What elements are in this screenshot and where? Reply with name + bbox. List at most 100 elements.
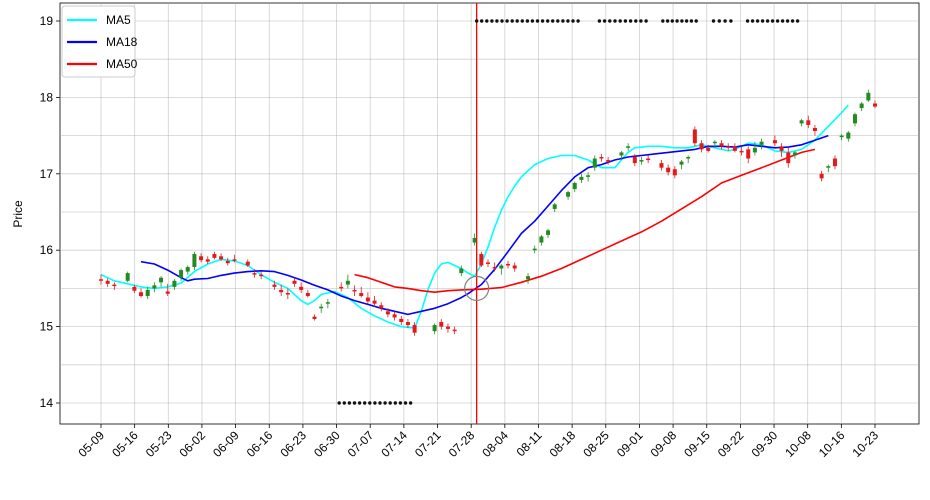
candle: [839, 134, 844, 141]
x-tick-label: 06-30: [311, 428, 343, 460]
candle-body: [345, 280, 350, 285]
candle-body: [259, 274, 264, 277]
candle-body: [712, 141, 717, 144]
candle-body: [772, 140, 777, 144]
signal-dot-top: [490, 19, 494, 23]
candle-body: [539, 236, 544, 243]
candle-body: [279, 289, 284, 293]
signal-dot-top: [785, 19, 790, 23]
candle: [579, 173, 584, 183]
legend-label-ma18: MA18: [106, 35, 138, 49]
candle: [779, 143, 784, 157]
signal-dot-top: [530, 19, 535, 23]
candle-body: [546, 230, 551, 235]
signal-dot-bottom: [378, 401, 382, 405]
signal-dot-top: [770, 19, 775, 23]
signal-dot-top: [634, 19, 638, 23]
candle-body: [252, 273, 257, 275]
candle: [359, 286, 364, 298]
candle: [812, 124, 817, 136]
x-tick-label: 08-04: [479, 428, 511, 460]
candle: [159, 276, 164, 287]
candle-body: [579, 176, 584, 180]
signal-dot-top: [618, 19, 622, 23]
candle-body: [526, 276, 531, 280]
candle-body: [159, 277, 164, 283]
candle-body: [439, 322, 444, 327]
signal-annotations: [337, 3, 800, 424]
x-tick-label: 08-25: [580, 428, 612, 460]
signal-dot-top: [613, 19, 617, 23]
candle: [819, 170, 824, 182]
candle-body: [292, 280, 297, 284]
x-tick-label: 09-01: [614, 428, 646, 460]
signal-dot-bottom: [363, 401, 367, 405]
candle: [459, 265, 464, 277]
candle-body: [859, 103, 864, 109]
candle: [405, 318, 410, 329]
candle: [646, 155, 651, 164]
signal-dot-top: [608, 19, 612, 23]
x-tick-label: 06-23: [277, 428, 309, 460]
candle-body: [826, 166, 831, 168]
candle: [259, 271, 264, 280]
candle: [512, 262, 517, 272]
candle-body: [752, 147, 757, 153]
candle-body: [339, 286, 344, 289]
candle: [866, 89, 871, 102]
candle-body: [452, 329, 457, 332]
series-line-ma50: [354, 148, 816, 293]
x-tick-label: 09-22: [715, 428, 747, 460]
candle-body: [432, 325, 437, 332]
signal-dot-top: [711, 19, 716, 23]
candle: [619, 150, 624, 161]
legend-label-ma5: MA5: [106, 13, 131, 27]
x-tick-label: 06-16: [244, 428, 276, 460]
candle-body: [172, 280, 177, 287]
candle-body: [385, 311, 390, 315]
candle: [506, 260, 511, 269]
x-tick-label: 06-02: [176, 428, 208, 460]
signal-dot-top: [639, 19, 643, 23]
candle: [632, 153, 637, 167]
signal-dot-bottom: [383, 401, 387, 405]
candle-body: [852, 114, 857, 124]
candle-body: [199, 256, 204, 261]
candle: [439, 318, 444, 330]
signal-dot-bottom: [352, 401, 357, 405]
candle-body: [746, 149, 751, 159]
candle-body: [832, 158, 837, 167]
candle: [626, 143, 631, 151]
candle-body: [99, 279, 103, 281]
signal-dot-top: [566, 19, 570, 23]
candle-body: [799, 120, 804, 124]
candle: [799, 118, 804, 127]
candle-body: [312, 316, 317, 319]
candle: [679, 160, 684, 170]
signal-dot-bottom: [368, 401, 372, 405]
y-tick-label: 18: [40, 90, 54, 104]
candle: [125, 271, 130, 283]
y-tick-label: 19: [40, 14, 54, 28]
candle: [859, 101, 864, 112]
candle: [873, 100, 877, 109]
signal-dot-bottom: [373, 401, 377, 405]
candle: [172, 279, 177, 290]
candle: [319, 303, 324, 313]
signal-dot-top: [510, 19, 514, 23]
candle: [339, 282, 344, 292]
y-tick-label: 15: [40, 320, 54, 334]
candle: [592, 155, 597, 171]
candle: [272, 280, 277, 290]
y-axis: 14 15 16 17 18 19: [40, 14, 60, 410]
x-tick-label: 05-09: [76, 428, 108, 460]
candle: [285, 288, 290, 300]
candle: [212, 251, 217, 260]
signal-dot-top: [670, 19, 674, 23]
signal-dot-top: [475, 19, 479, 23]
candle-body: [472, 237, 477, 243]
candle: [752, 141, 757, 156]
candle: [185, 265, 190, 275]
candle-body: [212, 254, 217, 258]
candle-body: [659, 163, 664, 168]
